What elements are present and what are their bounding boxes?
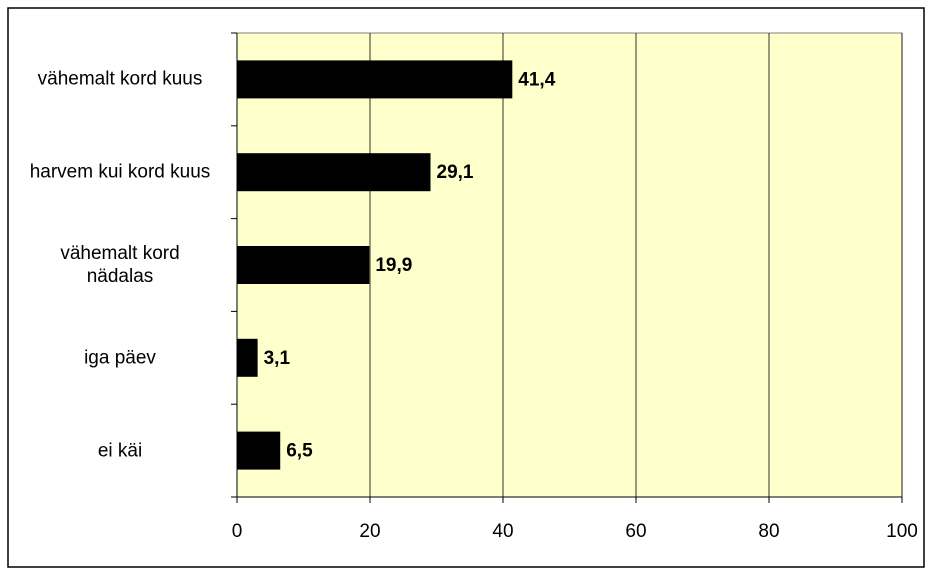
y-tick-label: vähemalt kord nädalas [60,243,180,287]
value-label: 41,4 [518,69,555,90]
bar [237,60,513,99]
y-tick-label: vähemalt kord kuus [37,68,203,90]
x-tick-label: 0 [232,521,243,542]
value-label: 29,1 [437,162,474,183]
x-tick-label: 100 [886,521,918,542]
x-tick-label: 20 [359,521,380,542]
x-tick-label: 60 [625,521,646,542]
value-label: 19,9 [375,255,412,276]
y-tick-label: harvem kui kord kuus [29,161,211,183]
x-tick-label: 80 [758,521,779,542]
bar [237,431,281,470]
x-tick-label: 40 [492,521,513,542]
value-label: 3,1 [264,348,291,369]
bar [237,153,431,192]
bar [237,246,370,284]
bar [237,338,258,377]
value-label: 6,5 [286,441,313,462]
y-tick-label: ei käi [97,440,143,462]
y-tick-label: iga päev [84,347,156,369]
